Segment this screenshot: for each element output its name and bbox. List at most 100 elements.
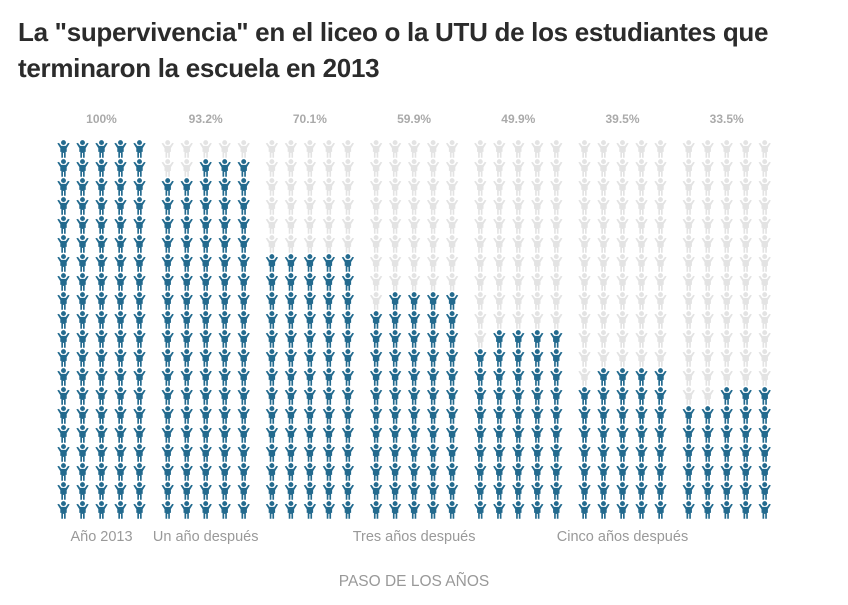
person-icon-filled	[265, 349, 279, 367]
person-icon-filled	[95, 425, 108, 443]
person-icon-empty	[597, 273, 610, 291]
person-icon-filled	[597, 482, 610, 500]
person-icon-empty	[758, 216, 771, 234]
value-label-1: 100%	[86, 112, 117, 126]
person-icon-empty	[531, 178, 544, 196]
person-icon-filled	[597, 387, 610, 405]
person-icon-filled	[341, 292, 355, 310]
person-icon-filled	[616, 444, 629, 462]
person-icon-filled	[76, 463, 89, 481]
person-icon-filled	[578, 501, 591, 519]
person-icon-filled	[265, 501, 279, 519]
person-icon-empty	[303, 216, 317, 234]
person-icon-empty	[682, 178, 695, 196]
person-icon-filled	[199, 501, 212, 519]
person-icon-empty	[739, 140, 752, 158]
person-icon-filled	[133, 501, 146, 519]
person-icon-filled	[303, 501, 317, 519]
person-icon-empty	[388, 216, 402, 234]
person-icon-empty	[720, 349, 733, 367]
person-icon-empty	[493, 178, 506, 196]
person-icon-filled	[426, 425, 440, 443]
person-icon-empty	[265, 197, 279, 215]
person-icon-empty	[445, 178, 459, 196]
person-icon-filled	[284, 501, 298, 519]
person-icon-empty	[635, 216, 648, 234]
person-icon-filled	[284, 254, 298, 272]
person-icon-filled	[512, 482, 525, 500]
person-icon-empty	[616, 235, 629, 253]
person-icon-empty	[739, 349, 752, 367]
icon-columns	[57, 140, 771, 519]
person-icon-filled	[57, 463, 70, 481]
person-icon-filled	[635, 463, 648, 481]
person-icon-filled	[369, 349, 383, 367]
person-icon-filled	[550, 444, 563, 462]
person-icon-filled	[218, 330, 231, 348]
person-icon-empty	[701, 368, 714, 386]
person-icon-empty	[493, 159, 506, 177]
person-icon-empty	[407, 178, 421, 196]
person-icon-filled	[218, 368, 231, 386]
person-icon-empty	[369, 216, 383, 234]
person-icon-empty	[739, 197, 752, 215]
person-icon-empty	[701, 159, 714, 177]
person-icon-empty	[474, 159, 487, 177]
person-icon-empty	[635, 197, 648, 215]
person-icon-empty	[616, 216, 629, 234]
person-icon-filled	[76, 311, 89, 329]
person-icon-filled	[237, 254, 250, 272]
person-icon-empty	[682, 273, 695, 291]
person-icon-empty	[388, 254, 402, 272]
person-icon-empty	[407, 197, 421, 215]
person-icon-filled	[322, 387, 336, 405]
person-icon-empty	[445, 197, 459, 215]
person-icon-filled	[133, 254, 146, 272]
person-icon-filled	[133, 387, 146, 405]
person-icon-empty	[426, 254, 440, 272]
value-label-6: 39.5%	[605, 112, 639, 126]
person-icon-empty	[597, 216, 610, 234]
person-icon-filled	[265, 425, 279, 443]
person-icon-empty	[388, 159, 402, 177]
person-icon-filled	[180, 197, 193, 215]
person-icon-empty	[578, 140, 591, 158]
person-icon-filled	[218, 159, 231, 177]
person-icon-empty	[758, 311, 771, 329]
person-icon-filled	[161, 235, 174, 253]
person-icon-empty	[474, 273, 487, 291]
person-icon-empty	[720, 292, 733, 310]
person-icon-empty	[550, 159, 563, 177]
person-icon-filled	[407, 349, 421, 367]
person-icon-filled	[426, 368, 440, 386]
person-icon-empty	[493, 140, 506, 158]
person-icon-filled	[388, 387, 402, 405]
person-icon-empty	[474, 292, 487, 310]
person-icon-filled	[95, 482, 108, 500]
person-icon-filled	[445, 482, 459, 500]
person-icon-empty	[493, 197, 506, 215]
person-icon-empty	[720, 216, 733, 234]
person-icon-filled	[57, 349, 70, 367]
person-icon-filled	[237, 197, 250, 215]
person-icon-filled	[114, 501, 127, 519]
person-icon-filled	[133, 425, 146, 443]
value-label-7: 33.5%	[710, 112, 744, 126]
person-icon-empty	[616, 197, 629, 215]
person-icon-filled	[284, 406, 298, 424]
person-icon-empty	[597, 140, 610, 158]
person-icon-filled	[597, 444, 610, 462]
person-icon-filled	[180, 235, 193, 253]
person-icon-empty	[635, 273, 648, 291]
person-icon-filled	[180, 216, 193, 234]
person-icon-filled	[616, 387, 629, 405]
person-icon-filled	[95, 140, 108, 158]
person-icon-filled	[57, 501, 70, 519]
person-icon-filled	[512, 349, 525, 367]
person-icon-empty	[578, 235, 591, 253]
person-icon-filled	[407, 444, 421, 462]
person-icon-filled	[57, 482, 70, 500]
person-icon-filled	[114, 368, 127, 386]
person-icon-filled	[199, 235, 212, 253]
person-icon-empty	[701, 140, 714, 158]
